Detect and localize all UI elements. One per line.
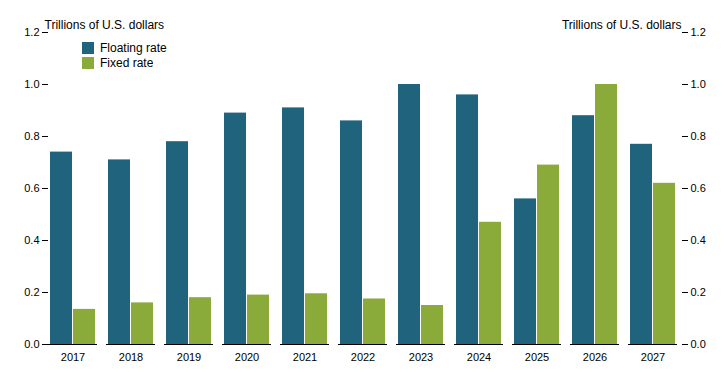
svg-text:2024: 2024 (467, 351, 491, 363)
svg-text:0.6: 0.6 (24, 182, 39, 194)
svg-text:1.0: 1.0 (691, 78, 706, 90)
svg-text:0.6: 0.6 (691, 182, 706, 194)
svg-text:2020: 2020 (235, 351, 259, 363)
svg-text:0.4: 0.4 (24, 234, 39, 246)
svg-text:2017: 2017 (61, 351, 85, 363)
html-text:Fixed rate: Fixed rate (100, 56, 154, 70)
svg-text:2025: 2025 (525, 351, 549, 363)
svg-text:2026: 2026 (583, 351, 607, 363)
svg-text:2023: 2023 (409, 351, 433, 363)
svg-text:0.4: 0.4 (691, 234, 706, 246)
svg-text:Trillions of U.S. dollars: Trillions of U.S. dollars (562, 18, 682, 32)
html-text:Floating rate: Floating rate (100, 41, 167, 55)
svg-text:1.2: 1.2 (24, 26, 39, 38)
svg-text:2018: 2018 (119, 351, 143, 363)
svg-text:0.0: 0.0 (691, 338, 706, 350)
svg-text:1.0: 1.0 (24, 78, 39, 90)
svg-text:0.8: 0.8 (691, 130, 706, 142)
svg-text:2027: 2027 (641, 351, 665, 363)
svg-text:0.0: 0.0 (24, 338, 39, 350)
svg-text:0.2: 0.2 (24, 286, 39, 298)
svg-text:1.2: 1.2 (691, 26, 706, 38)
svg-text:2022: 2022 (351, 351, 375, 363)
svg-text:0.2: 0.2 (691, 286, 706, 298)
svg-text:0.8: 0.8 (24, 130, 39, 142)
svg-text:Trillions of U.S. dollars: Trillions of U.S. dollars (45, 18, 165, 32)
svg-text:2021: 2021 (293, 351, 317, 363)
svg-text:2019: 2019 (177, 351, 201, 363)
